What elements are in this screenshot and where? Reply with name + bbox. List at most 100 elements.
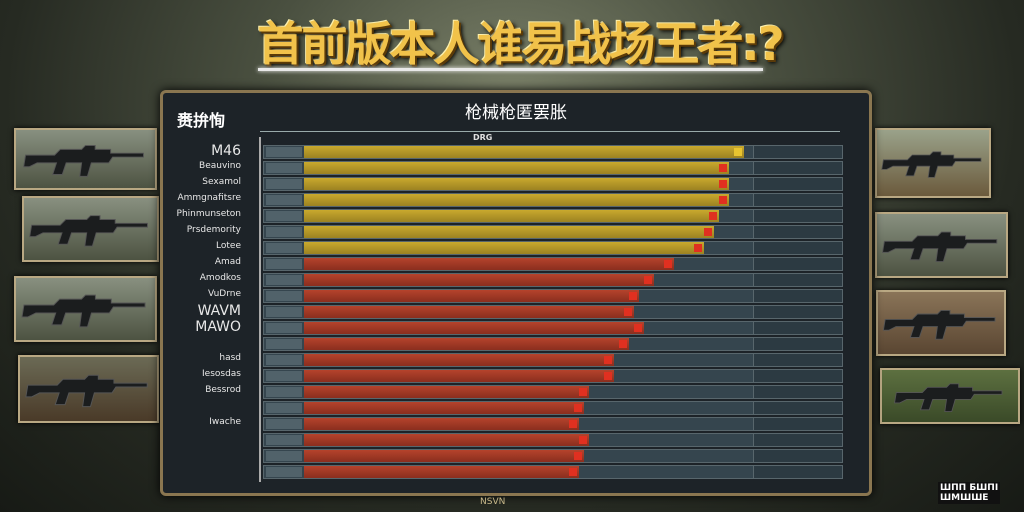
score-cell bbox=[753, 225, 843, 239]
row-label: Bessrod bbox=[205, 385, 241, 395]
rifle-icon bbox=[21, 294, 146, 328]
bar-fill-red bbox=[304, 338, 629, 350]
row-label: Lotee bbox=[216, 241, 241, 251]
weapon-thumbnail-right-2[interactable] bbox=[875, 212, 1008, 278]
score-cell bbox=[753, 369, 843, 383]
page-title: 首前版本人谁易战场王者:? bbox=[257, 17, 784, 71]
score-cell bbox=[753, 145, 843, 159]
bar-marker bbox=[574, 452, 582, 460]
score-cell bbox=[753, 177, 843, 191]
table-row[interactable] bbox=[263, 225, 843, 239]
row-label: WAVM bbox=[197, 303, 241, 319]
table-row[interactable] bbox=[263, 449, 843, 463]
row-label: Amodkos bbox=[199, 273, 241, 283]
table-row[interactable] bbox=[263, 273, 843, 287]
table-row[interactable] bbox=[263, 353, 843, 367]
score-cell bbox=[753, 193, 843, 207]
table-row[interactable] bbox=[263, 433, 843, 447]
top-axis bbox=[260, 131, 840, 132]
bar-marker bbox=[634, 324, 642, 332]
title-underline bbox=[258, 68, 763, 71]
table-row[interactable] bbox=[263, 337, 843, 351]
weapon-thumbnail-left-1[interactable] bbox=[14, 128, 157, 190]
score-cell bbox=[753, 241, 843, 255]
bar-marker bbox=[709, 212, 717, 220]
table-row[interactable] bbox=[263, 289, 843, 303]
bar-marker bbox=[719, 180, 727, 188]
score-cell bbox=[753, 337, 843, 351]
row-cell bbox=[266, 451, 302, 461]
row-label: hasd bbox=[219, 353, 241, 363]
bar-marker bbox=[569, 420, 577, 428]
bar-fill-yellow bbox=[304, 146, 744, 158]
table-row[interactable] bbox=[263, 145, 843, 159]
score-cell bbox=[753, 465, 843, 479]
row-label: M46 bbox=[211, 143, 241, 159]
bar-marker bbox=[734, 148, 742, 156]
weapon-thumbnail-right-1[interactable] bbox=[875, 128, 991, 198]
table-row[interactable] bbox=[263, 385, 843, 399]
bar-marker bbox=[644, 276, 652, 284]
table-row[interactable] bbox=[263, 401, 843, 415]
table-row[interactable] bbox=[263, 193, 843, 207]
table-row[interactable] bbox=[263, 417, 843, 431]
score-cell bbox=[753, 449, 843, 463]
bar-fill-red bbox=[304, 354, 614, 366]
bar-fill-red bbox=[304, 466, 579, 478]
row-label: Phinmunseton bbox=[176, 209, 241, 219]
bar-marker bbox=[629, 292, 637, 300]
weapon-thumbnail-right-4[interactable] bbox=[880, 368, 1020, 424]
rifle-icon bbox=[23, 144, 144, 177]
table-row[interactable] bbox=[263, 305, 843, 319]
row-label: Iwache bbox=[209, 417, 241, 427]
weapon-thumbnail-right-3[interactable] bbox=[876, 290, 1006, 356]
score-cell bbox=[753, 321, 843, 335]
bar-marker bbox=[704, 228, 712, 236]
score-cell bbox=[753, 273, 843, 287]
row-cell bbox=[266, 339, 302, 349]
row-label: Sexamol bbox=[202, 177, 241, 187]
weapon-thumbnail-left-3[interactable] bbox=[14, 276, 157, 342]
table-row[interactable] bbox=[263, 209, 843, 223]
row-cell bbox=[266, 163, 302, 173]
table-row[interactable] bbox=[263, 241, 843, 255]
table-row[interactable] bbox=[263, 161, 843, 175]
top-tick-label: DRG bbox=[473, 133, 493, 142]
bar-fill-yellow bbox=[304, 178, 729, 190]
score-cell bbox=[753, 305, 843, 319]
row-label: VuDrne bbox=[208, 289, 241, 299]
bar-fill-red bbox=[304, 418, 579, 430]
bar-marker bbox=[624, 308, 632, 316]
bar-marker bbox=[579, 436, 587, 444]
row-label: Iesosdas bbox=[202, 369, 241, 379]
ranking-panel: 枪械枪匿罢胀 赉拚恂 DRG M46 Beauvino Sexamol Ammgnaf… bbox=[160, 90, 872, 496]
table-row[interactable] bbox=[263, 465, 843, 479]
score-cell bbox=[753, 161, 843, 175]
bar-fill-yellow bbox=[304, 194, 729, 206]
row-cell bbox=[266, 355, 302, 365]
row-cell bbox=[266, 387, 302, 397]
weapon-thumbnail-left-4[interactable] bbox=[18, 355, 159, 423]
row-cell bbox=[266, 227, 302, 237]
row-cell bbox=[266, 323, 302, 333]
bar-marker bbox=[569, 468, 577, 476]
weapon-thumbnail-left-2[interactable] bbox=[22, 196, 159, 262]
score-cell bbox=[753, 353, 843, 367]
table-row[interactable] bbox=[263, 257, 843, 271]
bar-fill-red bbox=[304, 258, 674, 270]
row-cell bbox=[266, 243, 302, 253]
rifle-icon bbox=[881, 231, 998, 263]
bar-marker bbox=[619, 340, 627, 348]
bar-fill-yellow bbox=[304, 162, 729, 174]
bar-fill-yellow bbox=[304, 242, 704, 254]
bar-fill-red bbox=[304, 434, 589, 446]
bar-marker bbox=[719, 196, 727, 204]
row-cell bbox=[266, 403, 302, 413]
table-row[interactable] bbox=[263, 321, 843, 335]
table-row[interactable] bbox=[263, 369, 843, 383]
rifle-icon bbox=[25, 374, 148, 408]
table-row[interactable] bbox=[263, 177, 843, 191]
rifle-icon bbox=[882, 309, 996, 340]
bar-marker bbox=[574, 404, 582, 412]
bar-fill-red bbox=[304, 322, 644, 334]
